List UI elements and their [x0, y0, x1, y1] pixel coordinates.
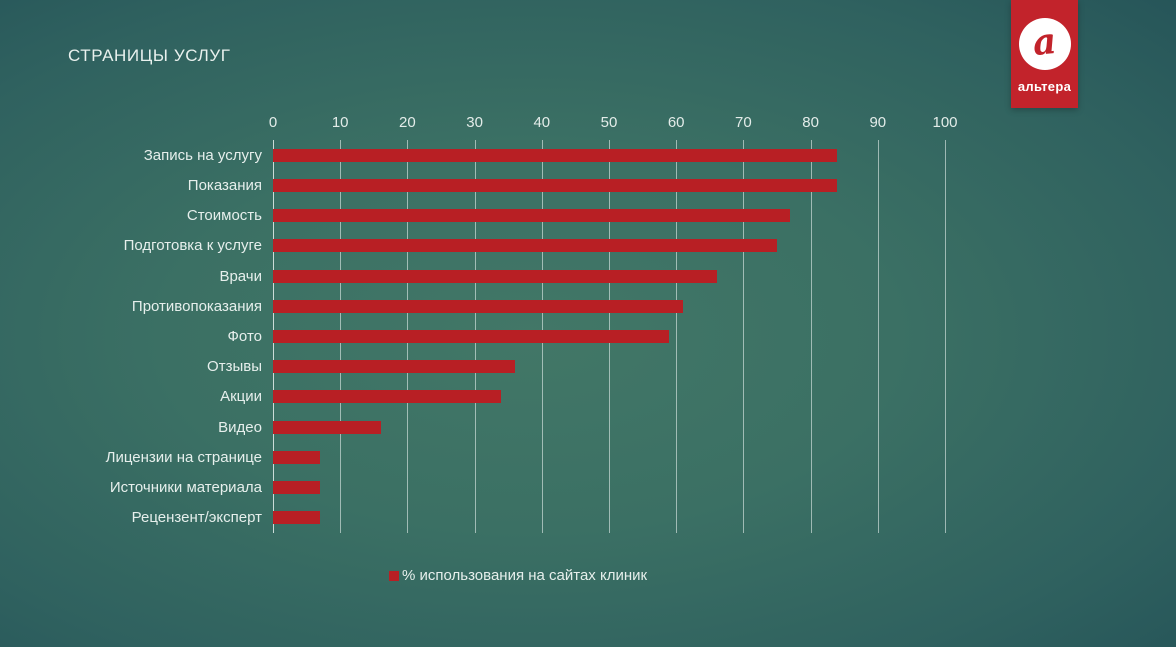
category-label: Рецензент/эксперт	[131, 509, 262, 527]
category-axis: Запись на услугу Показания Стоимость Подгот…	[7, 140, 262, 533]
gridline	[945, 140, 946, 533]
bar-row	[273, 352, 945, 382]
category-label: Источники материала	[109, 479, 262, 497]
bar	[273, 390, 502, 404]
bar	[273, 360, 515, 374]
category-label: Стоимость	[186, 207, 262, 225]
bar-row	[273, 261, 945, 291]
category-label: Видео	[218, 418, 262, 436]
bar-row	[273, 473, 945, 503]
gridline	[743, 140, 745, 533]
bar-row	[273, 503, 945, 533]
category-label: Фото	[227, 328, 262, 346]
category-label: Лицензии на странице	[105, 448, 262, 466]
bar-row	[273, 291, 945, 321]
bar	[273, 239, 777, 253]
category-label: Показания	[187, 176, 262, 194]
x-tick-label: 60	[667, 114, 685, 131]
altera-logo-badge: a альтера	[1011, 0, 1078, 108]
x-tick-label: 50	[600, 114, 618, 131]
bar	[273, 269, 717, 283]
bar	[273, 330, 670, 344]
bar-row	[273, 140, 945, 170]
bar	[273, 511, 321, 525]
bar-chart: 0 10 20 30 40 50 60 70 80 90 100 Запись на услугу П…	[106, 114, 958, 533]
x-tick-label: 40	[533, 114, 551, 131]
bar	[273, 481, 321, 495]
altera-logo-icon: a	[1018, 18, 1071, 70]
category-label: Врачи	[219, 267, 262, 285]
altera-wordmark: альтера	[1017, 79, 1072, 94]
gridline	[676, 140, 678, 533]
category-label: Противопоказания	[131, 297, 262, 315]
bar-row	[273, 321, 945, 351]
x-tick-label: 0	[268, 114, 278, 131]
bar	[273, 420, 381, 434]
bars-layer	[273, 140, 945, 533]
x-tick-label: 10	[331, 114, 349, 131]
bar-row	[273, 442, 945, 472]
legend: % использования на сайтах клиник	[389, 567, 647, 584]
category-label: Акции	[220, 388, 262, 406]
bar	[273, 148, 838, 162]
bar	[273, 299, 683, 313]
category-label: Отзывы	[207, 358, 262, 376]
x-tick-label: 70	[735, 114, 752, 131]
x-tick-label: 100	[932, 114, 958, 131]
x-tick-label: 20	[399, 114, 416, 131]
bar	[273, 450, 321, 464]
bar-row	[273, 200, 945, 230]
gridline	[810, 140, 812, 533]
bar-row	[273, 382, 945, 412]
x-tick-label: 80	[802, 114, 819, 131]
legend-label: % использования на сайтах клиник	[402, 567, 648, 584]
legend-swatch	[389, 570, 399, 581]
altera-letter: a	[1030, 19, 1059, 65]
bar	[273, 178, 838, 192]
category-label: Подготовка к услуге	[123, 237, 262, 255]
gridline	[877, 140, 879, 533]
x-tick-label: 90	[869, 114, 887, 131]
bar-row	[273, 170, 945, 200]
category-label: Запись на услугу	[143, 146, 262, 164]
bar-row	[273, 412, 945, 442]
x-tick-label: 30	[466, 114, 483, 131]
bar-row	[273, 231, 945, 261]
page-title: СТРАНИЦЫ УСЛУГ	[68, 46, 231, 65]
bar	[273, 209, 791, 223]
